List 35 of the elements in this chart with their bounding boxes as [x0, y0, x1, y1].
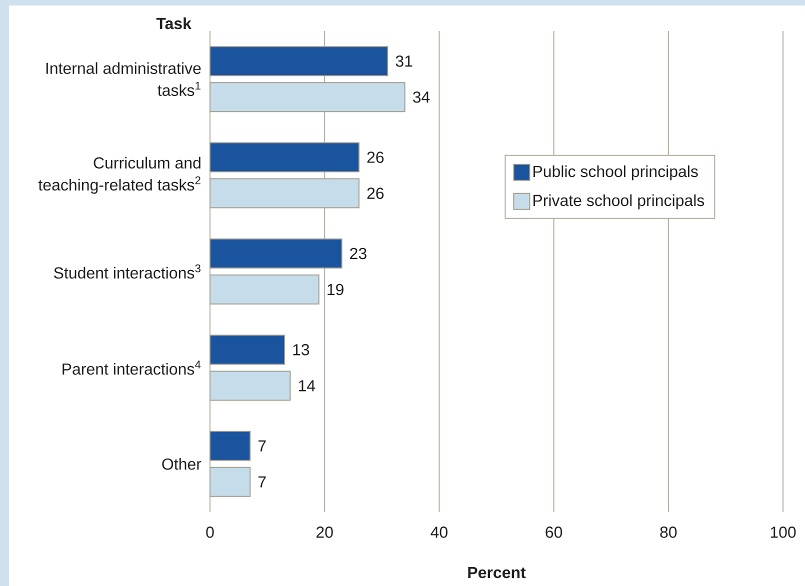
y-axis-title: Task	[156, 17, 192, 30]
y-tick-label: Other	[162, 458, 202, 470]
x-tick-label: 60	[546, 526, 562, 538]
bar	[210, 178, 360, 208]
bar	[210, 142, 360, 172]
y-tick-label: Parent interactions$^{4}$	[62, 360, 201, 375]
data-label: 7	[258, 440, 266, 452]
x-tick-label: 80	[660, 526, 677, 538]
data-label: 31	[396, 55, 412, 67]
bar	[210, 82, 406, 112]
x-tick-label: 20	[316, 526, 333, 538]
data-label: 26	[367, 152, 384, 163]
bar	[210, 238, 342, 269]
y-tick-label: Internal administrative tasks$^{1}$	[46, 62, 201, 96]
x-axis-title: Percent	[468, 566, 526, 578]
data-label: 7	[258, 476, 266, 488]
data-label: 34	[412, 91, 430, 103]
x-tick-label: 0	[206, 526, 214, 538]
bar	[210, 334, 285, 365]
data-label: 19	[328, 284, 344, 296]
y-tick-label: Curriculum and teaching-related tasks$^{2}$	[38, 156, 200, 194]
bar	[210, 370, 291, 401]
bar	[210, 46, 388, 76]
data-label: 14	[298, 380, 316, 392]
bar	[210, 274, 320, 305]
x-tick-label: 40	[430, 526, 448, 538]
data-label: 23	[350, 248, 366, 260]
data-label: 26	[367, 188, 384, 199]
legend-label: Private school principals	[534, 194, 704, 210]
bar	[210, 430, 251, 461]
x-tick-label: 100	[770, 526, 796, 538]
data-label: 13	[293, 344, 310, 356]
bar	[210, 466, 251, 497]
y-tick-label: Student interactions$^{3}$	[54, 264, 200, 279]
legend-label: Public school principals	[534, 165, 698, 180]
